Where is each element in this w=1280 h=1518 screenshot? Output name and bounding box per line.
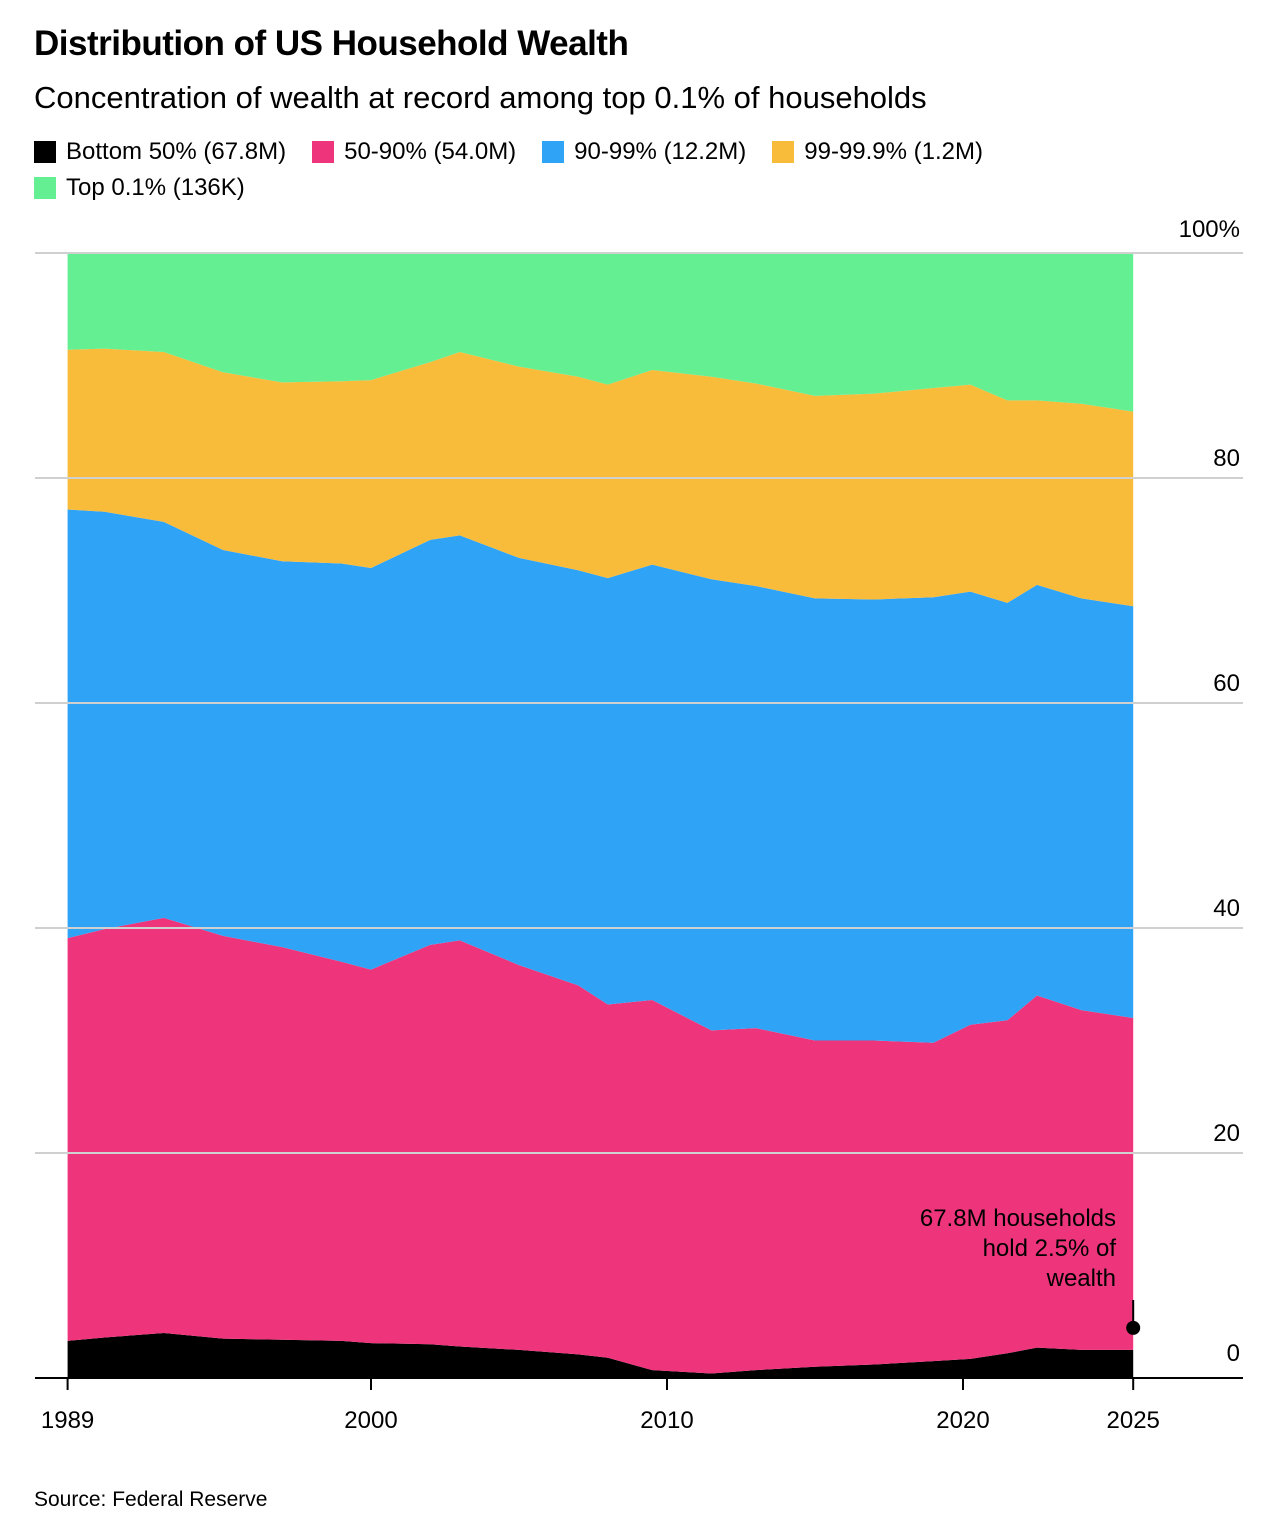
legend-label: 90-99% (12.2M) [574, 138, 747, 165]
legend-swatch [772, 141, 795, 163]
y-tick-label: 40 [1213, 895, 1240, 922]
chart-subtitle: Concentration of wealth at record among … [34, 80, 927, 115]
annotation-text: wealth [1046, 1265, 1116, 1292]
legend-item: 90-99% (12.2M) [542, 138, 746, 166]
y-tick-label: 20 [1213, 1120, 1240, 1147]
source-note: Source: Federal Reserve [34, 1488, 268, 1511]
annotation-dot [1126, 1320, 1141, 1335]
legend-label: Bottom 50% (67.8M) [66, 138, 287, 165]
legend-swatch [542, 141, 565, 163]
chart-title: Distribution of US Household Wealth [34, 24, 629, 63]
x-tick-label: 2020 [936, 1407, 989, 1434]
legend-swatch [312, 141, 335, 163]
legend-label: 50-90% (54.0M) [344, 138, 517, 165]
legend: Bottom 50% (67.8M) 50-90% (54.0M) 90-99% (… [34, 138, 1214, 202]
x-tick-label: 1989 [41, 1407, 94, 1434]
legend-item: 50-90% (54.0M) [312, 138, 516, 166]
x-tick-label: 2010 [640, 1407, 693, 1434]
area-top [67, 253, 1134, 412]
annotation-text: hold 2.5% of [983, 1235, 1117, 1262]
y-tick-label: 100% [1179, 216, 1240, 243]
annotation-text: 67.8M households [920, 1205, 1116, 1232]
legend-item: Top 0.1% (136K) [34, 174, 245, 202]
y-tick-label: 0 [1227, 1340, 1240, 1367]
legend-swatch [34, 141, 56, 163]
x-tick-label: 2000 [344, 1407, 397, 1434]
y-tick-label: 80 [1213, 445, 1240, 472]
legend-label: 99-99.9% (1.2M) [804, 138, 983, 165]
legend-item: Bottom 50% (67.8M) [34, 138, 286, 166]
legend-label: Top 0.1% (136K) [66, 174, 245, 201]
area-50-90 [67, 917, 1134, 1374]
legend-swatch [34, 177, 56, 199]
x-tick-label: 2025 [1107, 1407, 1160, 1434]
area-90-99 [67, 509, 1134, 1043]
legend-item: 99-99.9% (1.2M) [772, 138, 983, 166]
y-tick-label: 60 [1213, 670, 1240, 697]
area-bottom [67, 1333, 1134, 1378]
